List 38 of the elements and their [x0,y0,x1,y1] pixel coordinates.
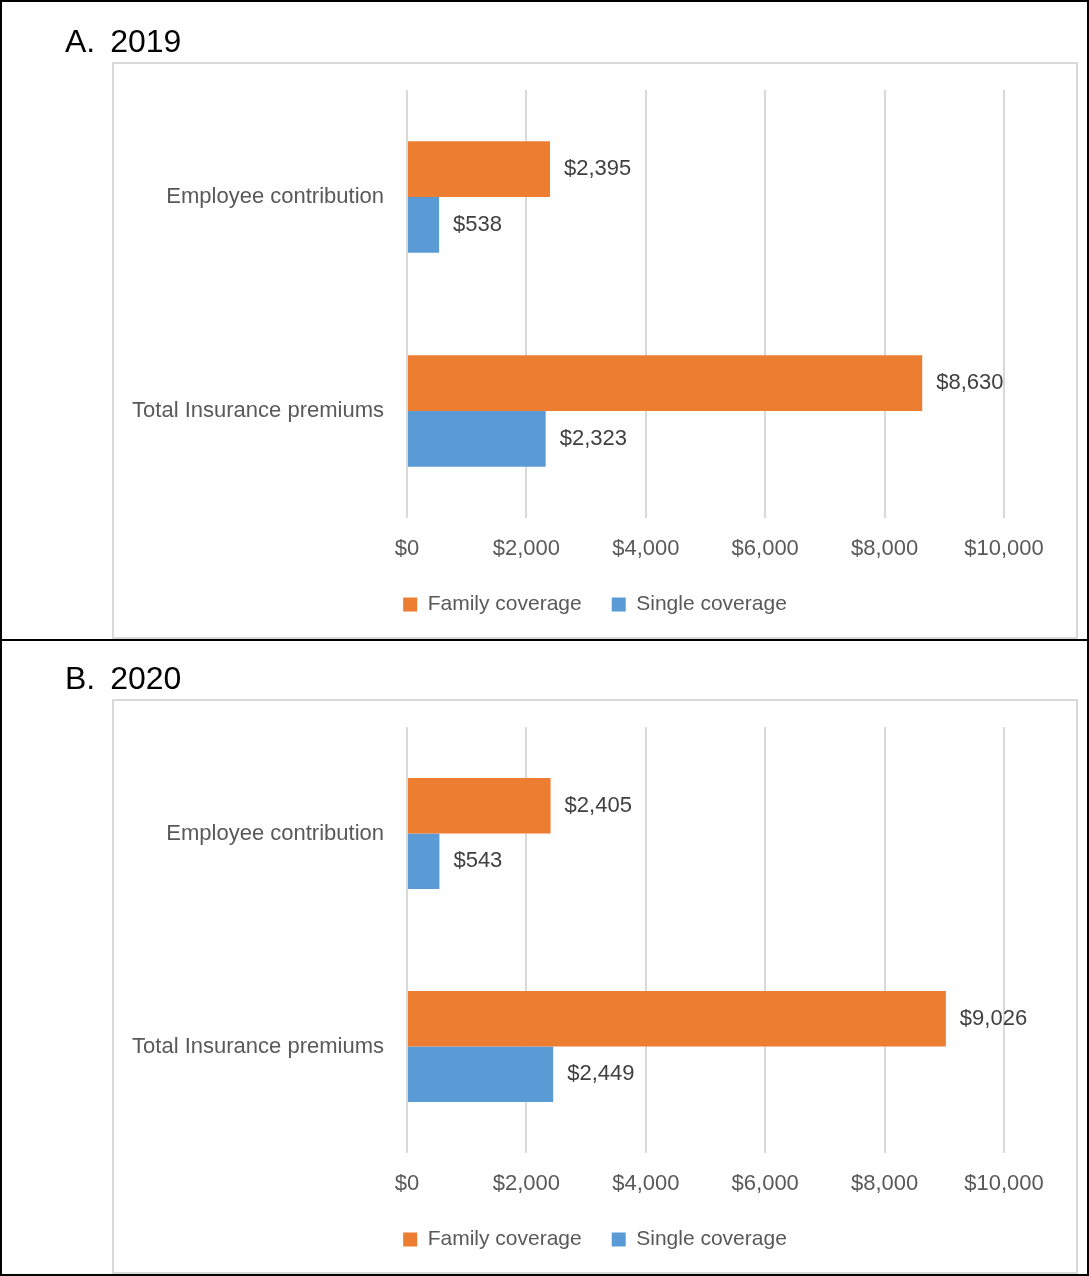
bar [408,991,946,1047]
data-label: $543 [453,847,503,873]
data-label: $2,449 [567,1060,635,1086]
legend-label: Family coverage [427,1226,582,1250]
data-label: $2,395 [563,155,632,181]
y-tick-label: Total Insurance premiums [132,1032,384,1058]
bar [408,833,440,889]
bar [408,778,551,834]
bar [408,1046,554,1102]
x-tick-label: $2,000 [492,535,561,561]
x-tick-label: $2,000 [492,1170,561,1196]
x-tick-label: $8,000 [850,1170,919,1196]
data-label: $9,026 [959,1004,1028,1030]
legend-label: Family coverage [427,591,582,615]
x-tick-label: $0 [394,535,420,561]
y-tick-label: Employee contribution [166,819,384,845]
x-tick-label: $10,000 [964,535,1044,561]
y-tick-label: Employee contribution [166,183,384,209]
x-tick-label: $4,000 [612,1170,680,1196]
data-label: $2,323 [559,424,627,450]
text: B. 2020 [65,660,182,696]
x-tick-label: $4,000 [612,535,680,561]
x-tick-label: $8,000 [850,535,919,561]
x-tick-label: $0 [394,1170,420,1196]
x-tick-label: $6,000 [731,535,799,561]
bar [408,411,546,467]
data-label: $8,630 [936,369,1004,395]
bar [408,141,550,197]
data-label: $2,405 [564,791,632,817]
bar [408,197,440,253]
legend-label: Single coverage [636,591,787,615]
bar [408,355,923,411]
x-tick-label: $10,000 [964,1170,1044,1196]
legend-label: Single coverage [636,1226,787,1250]
x-tick-label: $6,000 [731,1170,799,1196]
text: A. 2019 [65,23,182,59]
y-tick-label: Total Insurance premiums [132,397,384,423]
data-label: $538 [453,210,503,236]
